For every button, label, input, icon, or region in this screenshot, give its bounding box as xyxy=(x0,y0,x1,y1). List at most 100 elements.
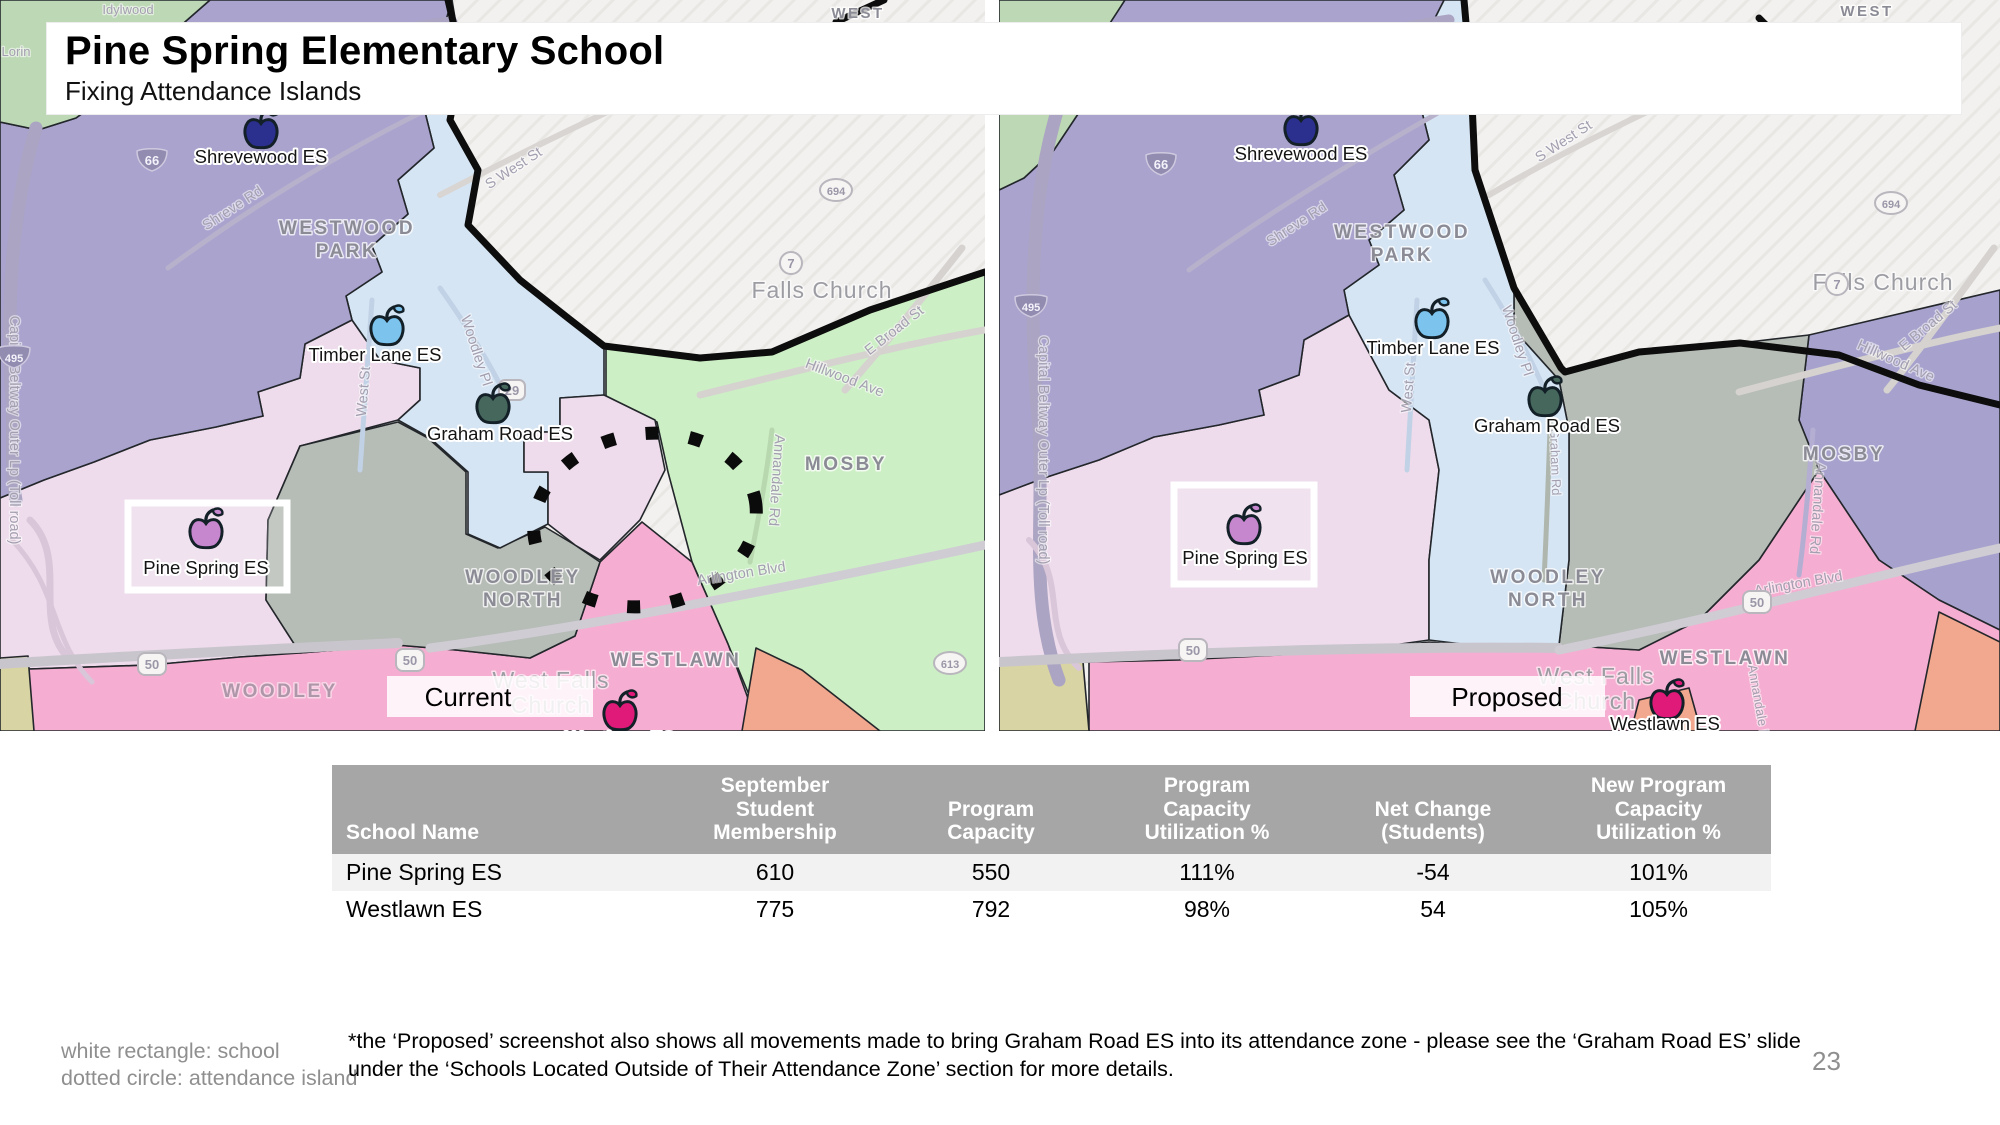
shield-va694: 694 xyxy=(1874,191,1908,215)
label-mosby: MOSBY xyxy=(1803,444,1885,465)
school-marker-pine-spring-icon xyxy=(1226,503,1262,546)
legend-line-circle: dotted circle: attendance island xyxy=(61,1066,358,1091)
attendance-island-circle xyxy=(527,426,763,614)
label-beltway: Capital Beltway Outer Lp (Toll road) xyxy=(1035,336,1051,565)
page-number: 23 xyxy=(1812,1046,1841,1076)
zone-woodley-north-gray xyxy=(265,421,601,659)
label-beltway: Capital Beltway Outer Lp (Toll road) xyxy=(6,316,22,545)
shield-us50-a: 50 xyxy=(137,652,167,676)
cell-new-utilization: 101% xyxy=(1629,859,1688,886)
svg-text:Current: Current xyxy=(425,682,512,712)
page-title: Pine Spring Elementary School xyxy=(65,29,665,73)
cell-utilization: 98% xyxy=(1183,896,1231,923)
svg-text:613: 613 xyxy=(941,659,959,671)
school-marker-graham-road-icon xyxy=(475,382,511,425)
school-label-timber-lane: Timber Lane ES xyxy=(1367,337,1500,358)
label-west-st: West St xyxy=(354,366,374,418)
svg-text:694: 694 xyxy=(1882,199,1901,211)
asterisk-footnote: *the ‘Proposed’ screenshot also shows al… xyxy=(348,1029,1801,1081)
school-marker-timber-lane-icon xyxy=(1414,297,1450,340)
capacity-table: School Name September Student Membership… xyxy=(332,765,1771,928)
svg-text:495: 495 xyxy=(5,353,23,365)
school-label-pine-spring: Pine Spring ES xyxy=(143,557,268,578)
school-marker-timber-lane-icon xyxy=(369,304,405,347)
col-header-school-name: School Name xyxy=(332,765,662,855)
svg-text:495: 495 xyxy=(1022,302,1040,314)
cell-membership: 775 xyxy=(755,896,795,923)
variant-label-current: Current xyxy=(387,676,593,717)
page-subtitle: Fixing Attendance Islands xyxy=(65,76,362,106)
school-marker-pine-spring-icon xyxy=(188,507,224,550)
shield-us50-a: 50 xyxy=(1178,638,1208,662)
label-mosby: MOSBY xyxy=(805,454,887,475)
shield-va613: 613 xyxy=(933,651,967,675)
label-idylwood: Idylwood xyxy=(102,2,153,17)
label-woodley-faint: WOODLEY xyxy=(222,681,338,702)
svg-text:66: 66 xyxy=(1154,157,1168,172)
cell-membership: 610 xyxy=(755,859,795,886)
zone-olive xyxy=(999,661,1090,731)
school-label-graham-road: Graham Road ES xyxy=(427,423,573,444)
school-label-westlawn: Westlawn ES xyxy=(1610,713,1720,731)
svg-text:7: 7 xyxy=(787,256,794,271)
label-woodley-north: WOODLEY xyxy=(1490,567,1606,588)
school-label-westlawn: Westlawn ES xyxy=(565,728,675,731)
variant-label-proposed: Proposed xyxy=(1410,676,1605,717)
svg-text:50: 50 xyxy=(403,653,417,668)
shield-va7: 7 xyxy=(1825,272,1849,296)
label-west: WEST xyxy=(1840,3,1893,20)
shield-i495: 495 xyxy=(1014,294,1048,318)
shield-i66: 66 xyxy=(136,148,168,172)
title-box: Pine Spring Elementary School Fixing Att… xyxy=(46,22,1962,115)
school-label-graham-road: Graham Road ES xyxy=(1474,415,1620,436)
table-header-row: School Name September Student Membership… xyxy=(332,765,1771,855)
school-label-pine-spring: Pine Spring ES xyxy=(1182,547,1307,568)
label-westlawn-nbhd: WESTLAWN xyxy=(1660,648,1791,669)
cell-capacity: 792 xyxy=(971,896,1011,923)
school-label-timber-lane: Timber Lane ES xyxy=(309,344,442,365)
label-graham-rd: Graham Rd xyxy=(1547,428,1564,496)
school-marker-graham-road-icon xyxy=(1527,375,1563,418)
svg-text:50: 50 xyxy=(1186,643,1200,658)
zone-orange-right xyxy=(1914,611,2000,731)
table-row: Pine Spring ES 610 550 111% -54 101% xyxy=(332,854,1771,892)
label-west-st: West St xyxy=(1399,362,1419,414)
zone-attendance-island xyxy=(523,394,666,561)
legend-line-rectangle: white rectangle: school xyxy=(61,1039,280,1063)
svg-text:694: 694 xyxy=(827,186,846,198)
cell-capacity: 550 xyxy=(971,859,1011,886)
map-legend-note: white rectangle: school dotted circle: a… xyxy=(61,1038,357,1092)
col-header-program-capacity: Program Capacity xyxy=(888,765,1094,855)
col-header-capacity-utilization: Program Capacity Utilization % xyxy=(1094,765,1320,855)
zone-orange xyxy=(741,647,881,731)
school-label-shrevewood: Shrevewood ES xyxy=(195,146,328,167)
city-boundary xyxy=(1460,0,2000,409)
school-marker-westlawn-icon xyxy=(1649,678,1685,721)
label-falls-church: Falls Church xyxy=(751,277,892,303)
school-marker-westlawn-icon xyxy=(602,689,638,731)
svg-text:NORTH: NORTH xyxy=(483,590,563,611)
label-westwood-park: WESTWOOD xyxy=(279,218,415,239)
svg-text:66: 66 xyxy=(145,153,159,168)
svg-text:50: 50 xyxy=(1750,595,1764,610)
shield-us50-b: 50 xyxy=(1742,590,1772,614)
label-westwood-park: WESTWOOD xyxy=(1334,222,1470,243)
city-boundary-top xyxy=(832,0,888,26)
shield-va7: 7 xyxy=(779,251,803,275)
col-header-new-capacity-utilization: New Program Capacity Utilization % xyxy=(1546,765,1771,855)
col-header-september-membership: September Student Membership xyxy=(662,765,888,855)
table-row: Westlawn ES 775 792 98% 54 105% xyxy=(332,891,1771,928)
shield-va694: 694 xyxy=(819,178,853,202)
map-current: Idylwood Lorin WEST Shreve Rd S West St … xyxy=(0,0,985,731)
label-westlawn-nbhd: WESTLAWN xyxy=(611,650,742,671)
cell-new-utilization: 105% xyxy=(1629,896,1688,923)
svg-text:PARK: PARK xyxy=(1371,245,1433,266)
label-west: WEST xyxy=(831,5,884,22)
school-label-shrevewood: Shrevewood ES xyxy=(1235,143,1368,164)
cell-net-change: -54 xyxy=(1416,859,1450,886)
label-lorin: Lorin xyxy=(2,44,31,59)
svg-text:Proposed: Proposed xyxy=(1451,682,1562,712)
svg-text:7: 7 xyxy=(1833,277,1840,292)
cell-school-name: Westlawn ES xyxy=(346,896,483,923)
